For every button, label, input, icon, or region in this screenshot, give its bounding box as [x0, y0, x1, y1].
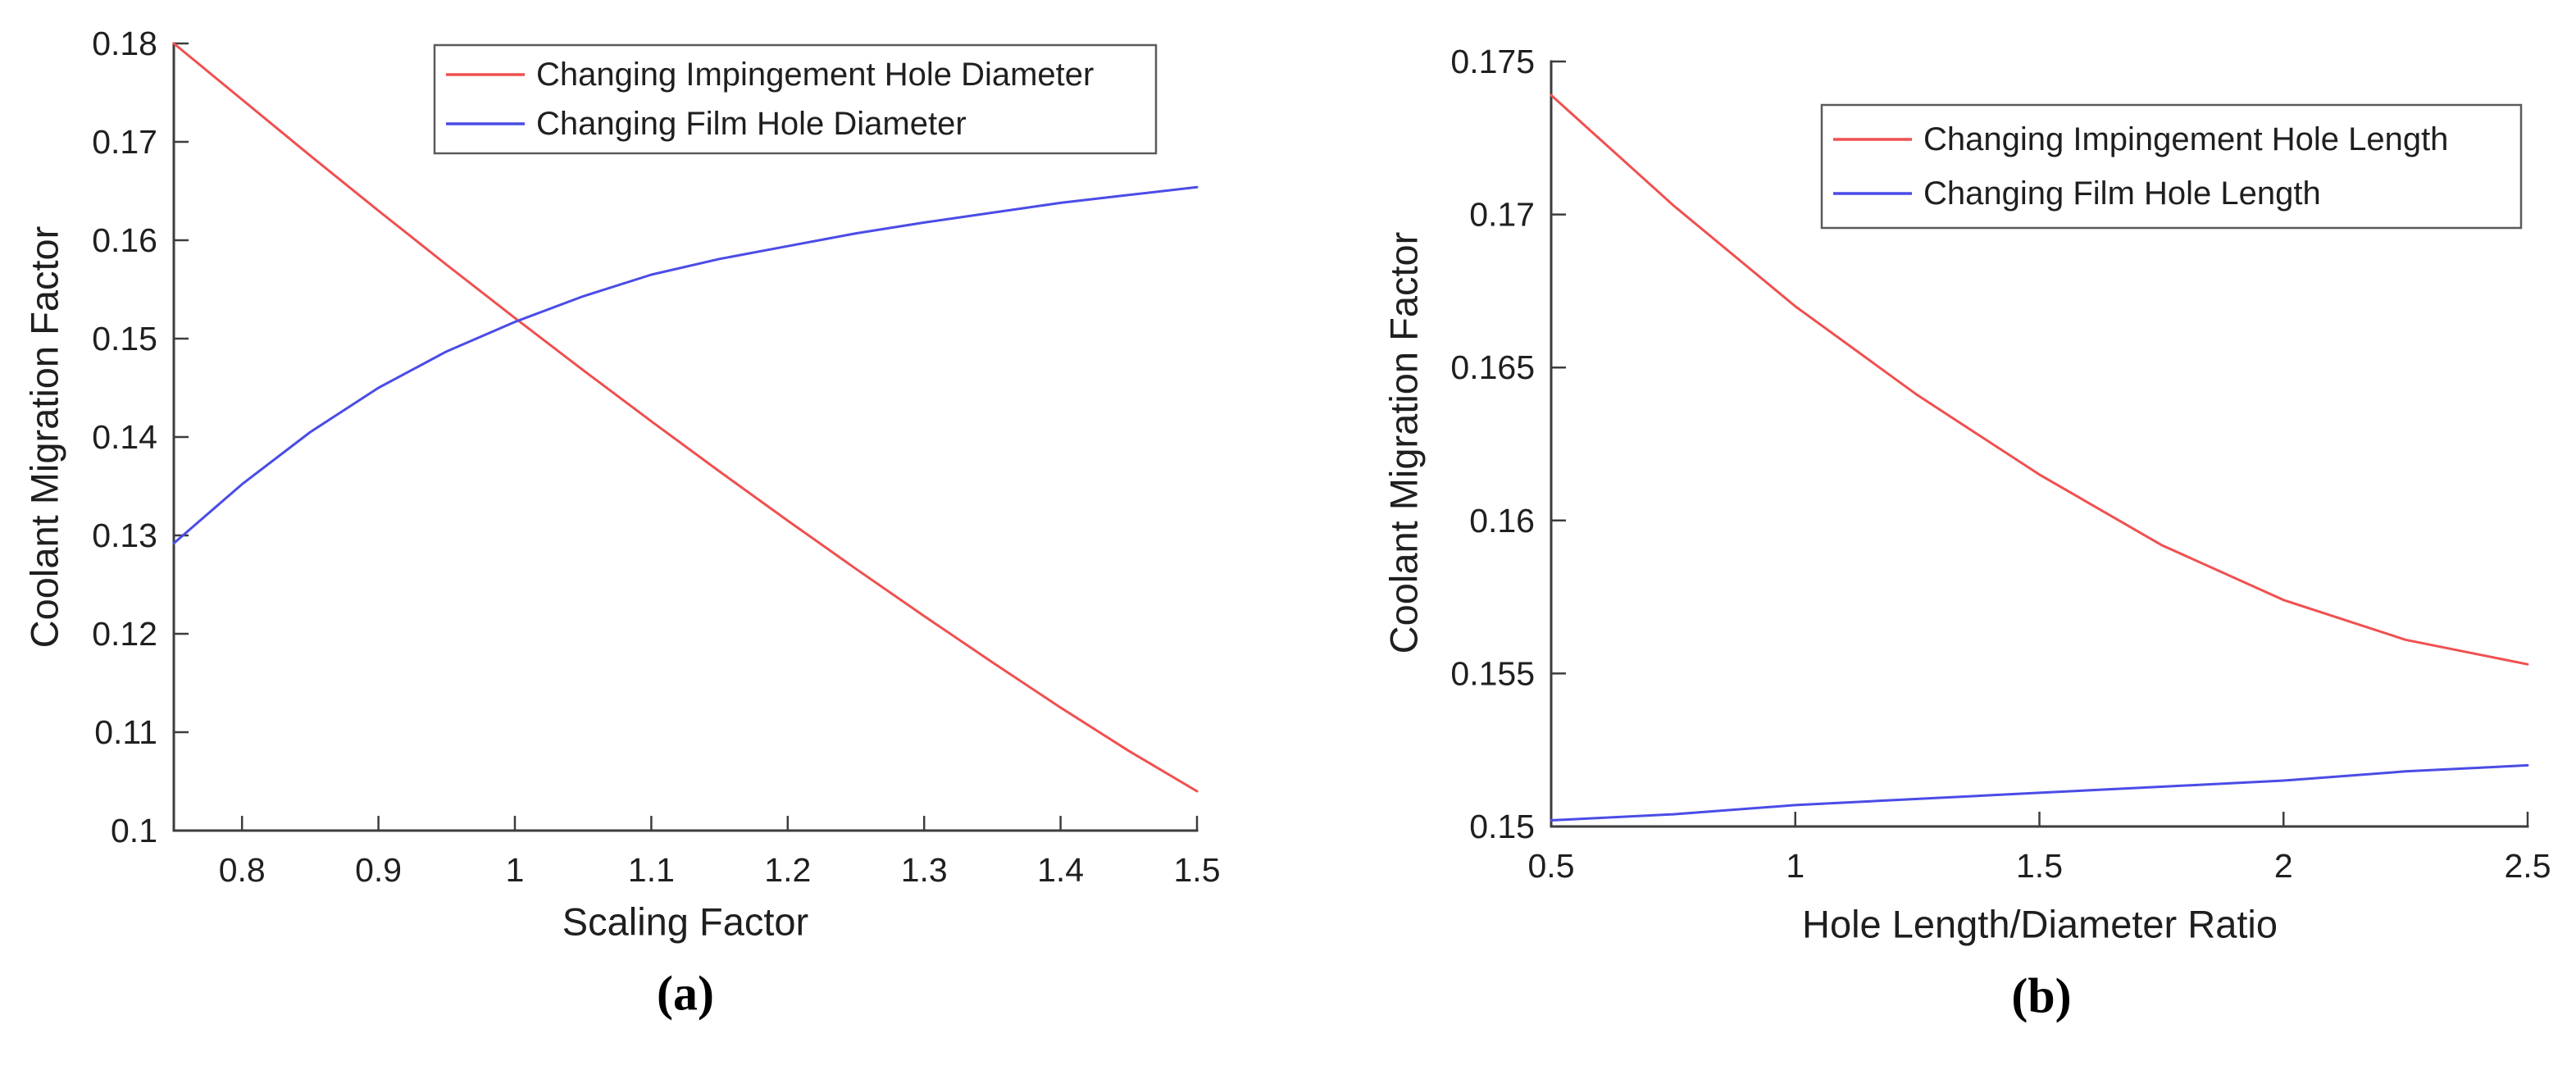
chart-b-x-axis-label: Hole Length/Diameter Ratio	[1802, 902, 2278, 946]
chart-b-legend-label-changing-film-hole-length: Changing Film Hole Length	[1923, 175, 2321, 212]
chart-b-y-tick-label: 0.17	[1469, 196, 1535, 234]
chart-a-x-tick-label: 0.8	[219, 851, 266, 889]
chart-a-y-tick-label: 0.15	[92, 320, 157, 357]
chart-a-x-tick-label: 0.9	[355, 851, 402, 889]
chart-a-series-line-changing-film-hole-diameter	[172, 185, 1199, 545]
chart-a-y-tick-label: 0.11	[94, 713, 157, 751]
chart-a-legend-box	[433, 43, 1158, 155]
chart-b-y-tick-label: 0.165	[1450, 348, 1535, 386]
chart-a-y-tick-label: 0.14	[92, 418, 157, 456]
chart-a-y-tick-label: 0.16	[92, 221, 157, 259]
chart-b-x-tick-label: 1	[1786, 847, 1805, 885]
chart-b-y-tick-label: 0.15	[1469, 808, 1535, 845]
chart-a-y-tick-label: 0.13	[92, 517, 157, 554]
chart-b-caption: (b)	[2011, 968, 2072, 1023]
chart-a-y-tick-label: 0.1	[111, 812, 157, 849]
chart-b-series-line-changing-film-hole-length	[1550, 763, 2529, 822]
chart-b-y-tick-label: 0.155	[1450, 654, 1535, 692]
chart-a-x-tick-label: 1.4	[1037, 851, 1084, 889]
chart-a-legend-label-changing-impingement-hole-diameter: Changing Impingement Hole Diameter	[536, 57, 1094, 93]
chart-b-y-tick-label: 0.16	[1469, 502, 1535, 540]
chart-a-y-tick-label: 0.17	[92, 123, 157, 161]
chart-b-x-tick-label: 2	[2274, 847, 2293, 885]
chart-b-series-line-changing-impingement-hole-length	[1550, 93, 2529, 666]
chart-b-x-tick-label: 1.5	[2016, 847, 2063, 885]
chart-b-y-axis-label: Coolant Migration Factor	[1381, 231, 1426, 654]
chart-a-y-tick-label: 0.12	[92, 615, 157, 653]
chart-a-y-axis-label: Coolant Migration Factor	[22, 225, 66, 649]
chart-a-x-tick-label: 1.2	[764, 851, 811, 889]
chart-a-x-tick-label: 1.1	[628, 851, 675, 889]
chart-b-legend-box	[1820, 103, 2523, 230]
chart-b-x-tick-label: 0.5	[1528, 847, 1575, 885]
chart-b-x-tick-label: 2.5	[2505, 847, 2551, 885]
chart-b-y-tick-label: 0.175	[1450, 43, 1535, 80]
chart-a-legend-label-changing-film-hole-diameter: Changing Film Hole Diameter	[536, 106, 967, 142]
chart-b-legend-label-changing-impingement-hole-length: Changing Impingement Hole Length	[1923, 121, 2448, 157]
chart-a-series-line-changing-impingement-hole-diameter	[172, 42, 1199, 793]
chart-a-x-tick-label: 1.5	[1174, 851, 1221, 889]
chart-a-y-tick-label: 0.18	[92, 25, 157, 62]
chart-a-caption: (a)	[657, 966, 714, 1021]
chart-a-axes	[172, 42, 1199, 832]
chart-a-x-axis-label: Scaling Factor	[562, 899, 809, 944]
chart-a-x-tick-label: 1.3	[901, 851, 948, 889]
chart-a-x-tick-label: 1	[506, 851, 525, 889]
